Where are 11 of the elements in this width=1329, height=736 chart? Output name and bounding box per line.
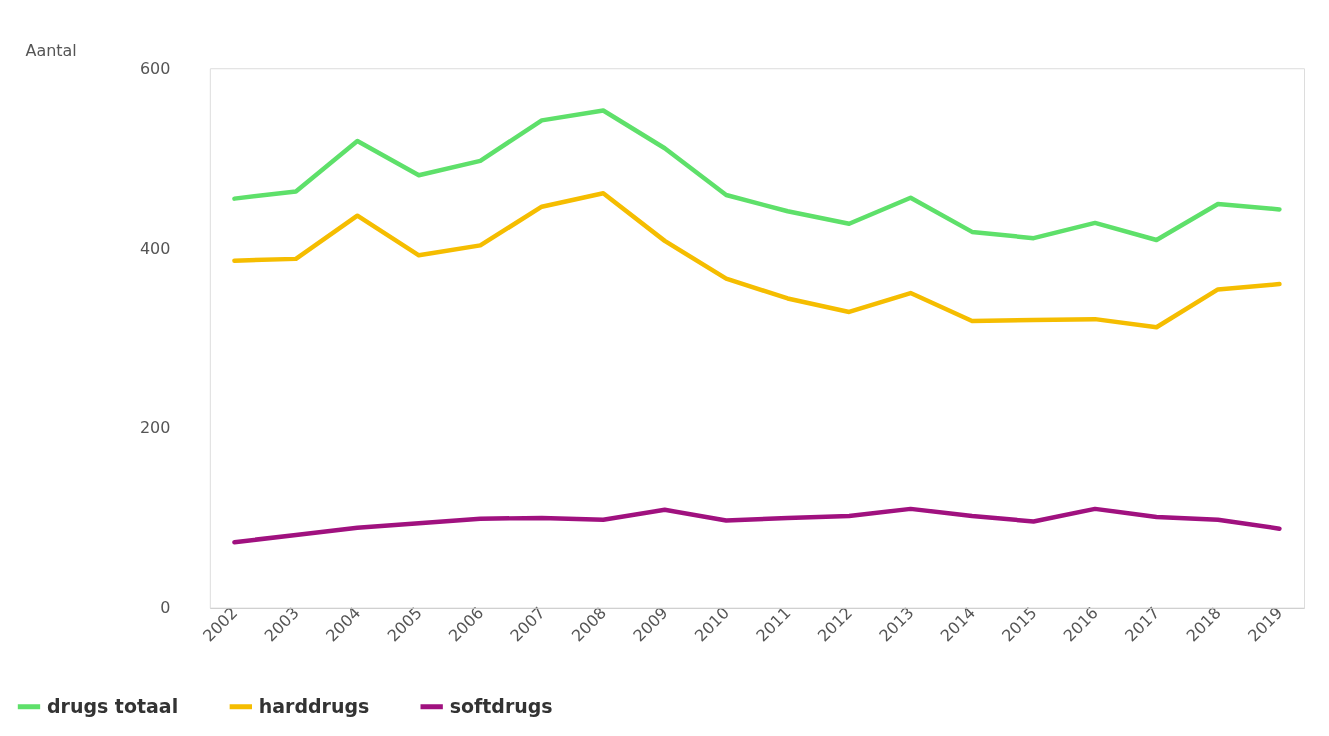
line-series xyxy=(232,506,1282,545)
y-tick-label: 600 xyxy=(139,58,171,78)
legend-label: softdrugs xyxy=(449,694,553,717)
line-series xyxy=(232,190,1282,330)
y-tick-label: 200 xyxy=(139,418,171,438)
y-tick-label: 400 xyxy=(139,238,171,258)
legend-label: drugs totaal xyxy=(46,694,179,717)
y-tick-label: 0 xyxy=(160,598,171,618)
line-series xyxy=(232,108,1282,243)
y-axis-title: Aantal xyxy=(25,40,77,60)
legend-label: harddrugs xyxy=(258,694,370,717)
